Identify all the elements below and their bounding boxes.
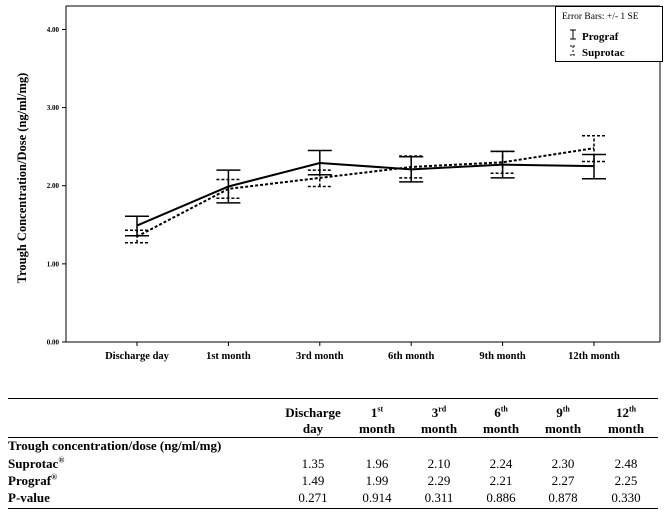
x-tick-label: 6th month [388,351,435,362]
x-tick-label: 9th month [479,351,526,362]
y-tick-label: 0.00 [47,339,60,347]
x-tick-label: 3rd month [296,351,344,362]
dotted-errorbar-icon [568,45,582,59]
table-header-row: Discharge day 1st month 3rd month 6th month … [8,398,658,437]
legend-title: Error Bars: +/- 1 SE [562,12,639,22]
header-1st-month: 1st month [358,404,396,436]
line-chart: 0.00 1.00 2.00 3.00 4.00 Discharge day 1st mon… [15,5,661,362]
table-header-rule [8,437,658,438]
legend-label-prograf: Prograf [582,31,619,43]
summary-table: Discharge day 1st month 3rd month 6th month … [8,398,658,506]
chart-axes: 0.00 1.00 2.00 3.00 4.00 Discharge day 1st mon… [47,5,661,362]
y-tick-label: 4.00 [47,26,60,34]
chart-legend: Error Bars: +/- 1 SE Prograf Suprotac [555,6,663,62]
legend-label-suprotac: Suprotac [582,47,625,59]
series-line-prograf [136,162,595,227]
x-tick-label: Discharge day [105,351,170,362]
header-3rd-month: 3rd month [420,404,458,436]
y-tick-label: 1.00 [47,260,60,268]
y-tick-label: 3.00 [47,104,60,112]
header-6th-month: 6th month [482,404,520,436]
y-axis-label: Trough Concentration/Dose (ng/ml/mg) [15,73,29,284]
section-title: Trough concentration/dose (ng/ml/mg) [8,438,222,453]
table-row: Suprotac® 1.35 1.96 2.10 2.24 2.30 2.48 [8,455,638,471]
chart-marks [125,134,606,244]
table-section-row: Trough concentration/dose (ng/ml/mg) [8,437,658,455]
header-9th-month: 9th month [544,404,582,436]
y-tick-label: 2.00 [47,182,60,190]
table-bottom-rule [8,508,658,509]
header-discharge: Discharge day [285,405,341,436]
solid-errorbar-icon [568,29,582,43]
table-row: Prograf® 1.49 1.99 2.29 2.21 2.27 2.25 [8,472,638,488]
legend-item-suprotac: Suprotac [568,45,625,59]
x-tick-label: 1st month [206,351,251,362]
series-line-suprotac [136,147,595,238]
legend-item-prograf: Prograf [568,29,618,43]
header-12th-month: 12th month [607,404,645,436]
table-row: P-value 0.271 0.914 0.311 0.886 0.878 0.… [8,489,641,505]
table-top-rule [8,398,658,399]
x-tick-label: 12th month [568,351,620,362]
